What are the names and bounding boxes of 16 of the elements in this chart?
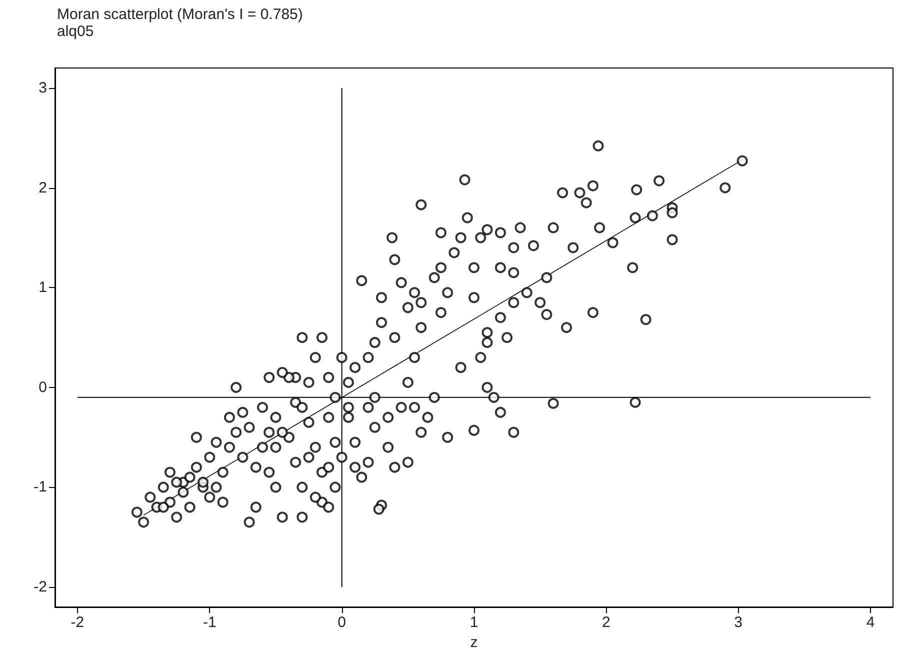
x-tick-label: -2: [70, 614, 84, 631]
x-tick-label: 2: [602, 614, 610, 631]
y-tick-label: 1: [38, 279, 47, 296]
chart-subtitle: alq05: [57, 23, 94, 40]
chart-title: Moran scatterplot (Moran's I = 0.785): [57, 6, 303, 23]
x-tick-label: 4: [866, 614, 875, 631]
x-tick-label: 3: [734, 614, 743, 631]
y-tick-label: -2: [34, 578, 47, 596]
y-tick-label: -1: [34, 478, 47, 496]
y-tick-label: 3: [38, 79, 47, 96]
x-tick-label: 0: [338, 614, 346, 631]
x-tick-label: -1: [202, 614, 216, 631]
y-tick-label: 2: [38, 179, 47, 196]
x-axis-title: z: [470, 634, 478, 651]
x-tick-label: 1: [470, 614, 478, 631]
y-tick-label: 0: [38, 378, 47, 396]
